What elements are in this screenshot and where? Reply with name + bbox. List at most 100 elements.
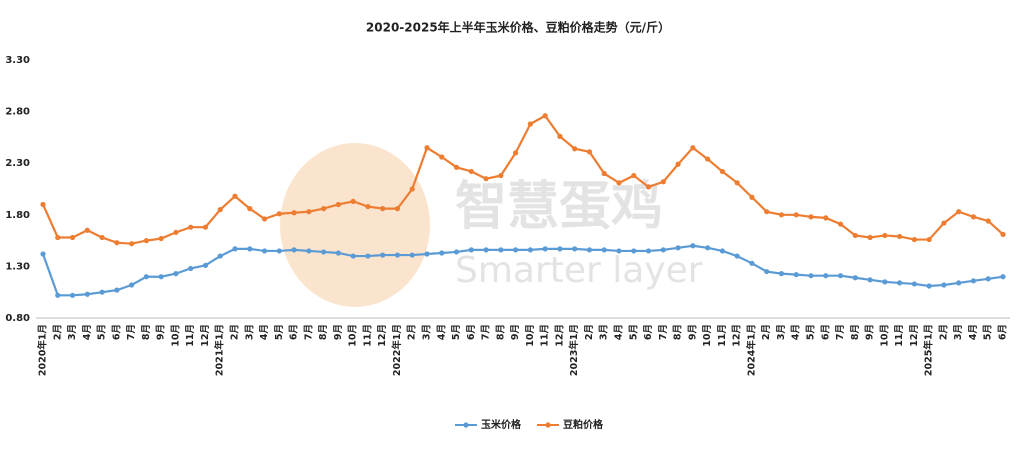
x-tick-label: 2月 <box>230 324 241 340</box>
x-tick-label: 11月 <box>362 324 373 347</box>
data-point <box>542 246 548 252</box>
x-tick-label: 4月 <box>82 324 93 340</box>
data-point <box>705 156 711 162</box>
data-point <box>232 193 238 199</box>
data-point <box>941 282 947 288</box>
data-point <box>601 247 607 253</box>
data-point <box>1000 274 1006 280</box>
data-point <box>143 274 149 280</box>
data-point <box>335 250 341 256</box>
data-point <box>956 209 962 215</box>
x-tick-label: 6月 <box>466 324 477 340</box>
legend-marker <box>463 422 469 428</box>
x-tick-label: 2月 <box>761 324 772 340</box>
x-tick-label: 3月 <box>244 324 255 340</box>
data-point <box>837 273 844 279</box>
data-point <box>158 274 164 280</box>
data-point <box>40 201 46 208</box>
data-point <box>69 292 76 298</box>
x-tick-label: 9月 <box>510 324 521 340</box>
y-tick-label: 3.30 <box>5 55 30 66</box>
watermark-text: Smarter layer <box>455 250 703 291</box>
data-point <box>129 282 135 288</box>
data-point <box>483 247 489 253</box>
data-point <box>380 206 386 212</box>
data-point <box>365 253 371 259</box>
data-point <box>882 279 888 285</box>
data-point <box>778 271 785 277</box>
x-tick-label: 6月 <box>289 324 300 340</box>
data-point <box>69 234 76 241</box>
data-point <box>247 206 253 212</box>
x-tick-label: 6月 <box>643 324 654 340</box>
data-point <box>882 232 888 239</box>
x-tick-label: 5月 <box>806 324 817 340</box>
data-point <box>439 250 445 256</box>
data-point <box>306 248 312 254</box>
data-point <box>823 215 829 221</box>
data-point <box>985 276 991 282</box>
x-tick-label: 8月 <box>673 324 684 340</box>
data-point <box>749 194 755 200</box>
data-point <box>1000 231 1006 238</box>
x-tick-label: 4月 <box>259 324 270 340</box>
x-tick-label: 11月 <box>185 324 196 347</box>
data-point <box>557 246 563 252</box>
x-tick-label: 10月 <box>525 324 536 347</box>
data-point <box>202 224 209 230</box>
x-tick-label: 4月 <box>791 324 802 340</box>
data-point <box>734 253 740 259</box>
data-point <box>911 281 917 287</box>
data-point <box>719 168 725 175</box>
data-point <box>217 253 223 259</box>
x-tick-label: 3月 <box>67 324 78 340</box>
data-point <box>764 209 770 215</box>
data-point <box>970 214 977 220</box>
data-point <box>217 207 223 213</box>
data-point <box>173 271 179 277</box>
data-point <box>897 280 903 286</box>
data-point <box>542 113 548 119</box>
data-point <box>586 149 593 155</box>
x-tick-label: 12月 <box>909 324 920 347</box>
data-point <box>911 236 917 243</box>
x-tick-label: 11月 <box>717 324 728 347</box>
data-point <box>394 206 401 212</box>
x-tick-label: 12月 <box>377 324 388 347</box>
data-point <box>631 248 637 254</box>
x-tick-label: 3月 <box>776 324 787 340</box>
data-point <box>55 292 61 298</box>
data-point <box>808 214 814 220</box>
data-point <box>926 283 932 289</box>
data-point <box>158 235 164 242</box>
data-point <box>424 251 430 257</box>
data-point <box>823 273 829 279</box>
x-tick-label: 2月 <box>52 324 63 340</box>
data-point <box>897 233 903 240</box>
x-tick-label: 5月 <box>97 324 108 340</box>
data-point <box>365 203 371 210</box>
data-point <box>453 164 460 170</box>
data-point <box>645 248 652 254</box>
data-point <box>719 248 725 254</box>
data-point <box>291 210 297 216</box>
data-point <box>764 268 770 275</box>
data-point <box>867 234 873 241</box>
data-point <box>734 180 740 186</box>
data-point <box>40 251 46 257</box>
x-tick-label: 11月 <box>894 324 905 347</box>
data-point <box>232 246 238 252</box>
data-point <box>498 247 504 253</box>
x-tick-label: 2021年1月 <box>214 324 226 376</box>
data-point <box>631 172 637 179</box>
data-point <box>261 216 268 222</box>
x-tick-label: 7月 <box>126 324 137 340</box>
data-point <box>985 218 991 224</box>
data-point <box>527 121 533 127</box>
data-point <box>616 180 622 186</box>
x-tick-label: 4月 <box>968 324 979 340</box>
data-point <box>424 145 430 151</box>
x-tick-label: 7月 <box>303 324 314 340</box>
x-tick-label: 9月 <box>156 324 167 340</box>
